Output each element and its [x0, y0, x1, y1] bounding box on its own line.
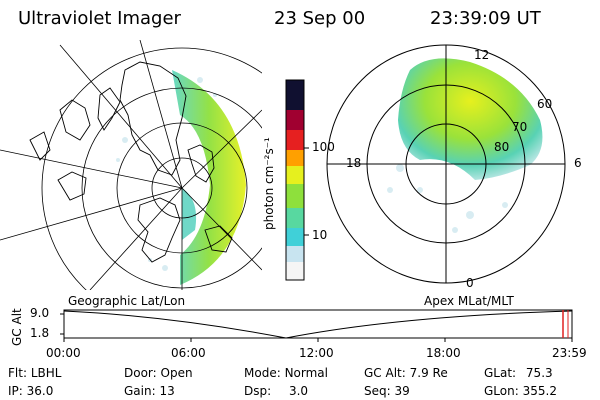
altitude-xtick-1200: 12:00: [299, 346, 334, 360]
apex-panel-label: Apex MLat/MLT: [424, 294, 514, 308]
greenland-coast: [119, 61, 187, 176]
gain-value: 13: [159, 384, 175, 398]
ip-label: IP:: [8, 384, 23, 398]
seq-value: 39: [394, 384, 410, 398]
info-gain: Gain: 13: [124, 384, 175, 398]
altitude-xtick-2359: 23:59: [552, 346, 587, 360]
info-mode: Mode: Normal: [244, 366, 328, 380]
altitude-xtick-0000: 00:00: [46, 346, 81, 360]
altitude-curve: [63, 310, 573, 339]
mlat-label-70: 70: [512, 120, 528, 134]
info-filter: Flt: LBHL: [8, 366, 61, 380]
dsp-value: 3.0: [288, 384, 309, 398]
mlt-label-12: 12: [474, 48, 490, 62]
mlat-label-60: 60: [537, 97, 553, 111]
altitude-plot: [60, 309, 573, 342]
gain-label: Gain:: [124, 384, 156, 398]
altitude-ytick-high: 9.0: [30, 306, 50, 320]
door-label: Door:: [124, 366, 157, 380]
altitude-ylabel: GC Alt: [10, 308, 24, 346]
colorbar-unit-label: photon cm⁻²s⁻¹: [262, 137, 276, 230]
mode-label: Mode:: [244, 366, 281, 380]
time-display: 23:39:09 UT: [430, 8, 541, 29]
app-title: Ultraviolet Imager: [18, 8, 181, 29]
geographic-map: [0, 40, 262, 290]
ip-value: 36.0: [26, 384, 54, 398]
glon-value: 355.2: [522, 384, 557, 398]
info-dsp: Dsp: 3.0: [244, 384, 308, 398]
gcalt-value: 7.9 Re: [409, 366, 448, 380]
info-glat: GLat: 75.3: [484, 366, 553, 380]
mode-value: Normal: [284, 366, 328, 380]
info-door: Door: Open: [124, 366, 193, 380]
seq-label: Seq:: [364, 384, 391, 398]
info-seq: Seq: 39: [364, 384, 410, 398]
mlt-label-0: 0: [466, 276, 474, 290]
glon-label: GLon:: [484, 384, 519, 398]
colorbar: [285, 79, 309, 281]
mlat-label-80: 80: [494, 140, 510, 154]
filter-label: Flt:: [8, 366, 27, 380]
altitude-ytick-low: 1.8: [30, 326, 50, 340]
info-gcalt: GC Alt: 7.9 Re: [364, 366, 448, 380]
glat-label: GLat:: [484, 366, 517, 380]
magnetic-polar-plot: [326, 44, 566, 284]
altitude-xtick-1800: 18:00: [426, 346, 461, 360]
colorbar-tick-10: 10: [312, 228, 328, 242]
glat-value: 75.3: [525, 366, 553, 380]
altitude-xtick-0600: 06:00: [171, 346, 206, 360]
info-glon: GLon: 355.2: [484, 384, 557, 398]
gcalt-label: GC Alt:: [364, 366, 406, 380]
mlt-label-18: 18: [346, 156, 362, 170]
mlt-label-6: 6: [574, 156, 582, 170]
door-value: Open: [160, 366, 193, 380]
filter-value: LBHL: [30, 366, 62, 380]
geographic-panel-label: Geographic Lat/Lon: [68, 294, 186, 308]
info-ip: IP: 36.0: [8, 384, 53, 398]
date-display: 23 Sep 00: [274, 8, 366, 29]
dsp-label: Dsp:: [244, 384, 272, 398]
aurora-oval-mag: [398, 58, 543, 180]
colorbar-tick-100: 100: [312, 140, 335, 154]
